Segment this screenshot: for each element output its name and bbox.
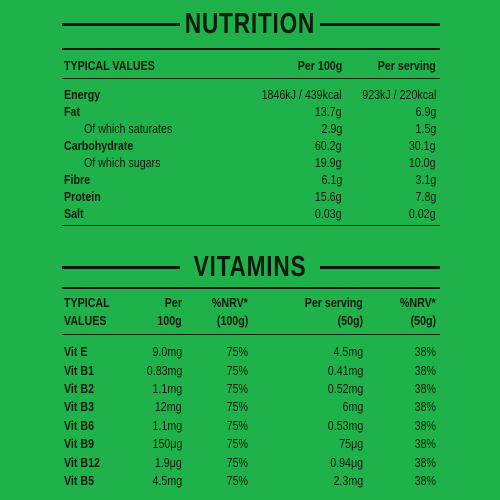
- nutrition-row-per100g: 60.2g: [315, 138, 342, 153]
- nutrition-row-per-serving: 30.1g: [409, 138, 436, 153]
- vitamin-row-label: Vit B5: [64, 473, 95, 488]
- vitamin-row-per100g: 4.5mg: [152, 473, 182, 488]
- vitamin-row-per100g: 1.9μg: [155, 455, 182, 470]
- nutrition-row-per-serving: 10.0g: [409, 155, 436, 170]
- nutrition-row-label: Protein: [64, 189, 101, 204]
- vitamin-row-per-serving: 0.41mg: [327, 363, 363, 378]
- vitamin-row-nrv-serving: 38%: [414, 436, 436, 451]
- nutrition-row-per-serving: 1.5g: [415, 121, 436, 136]
- nutrition-row-per-serving: 3.1g: [415, 172, 436, 187]
- vitamins-title-rule-left: [62, 266, 180, 269]
- nutrition-title: NUTRITION: [184, 8, 316, 40]
- vitamin-row-label: Vit B6: [64, 418, 95, 433]
- vitamin-row-nrv100g: 75%: [226, 473, 248, 488]
- vitamin-row-nrv-serving: 38%: [414, 344, 436, 359]
- nutrition-row-label: Fibre: [64, 172, 91, 187]
- nutrition-header-bottom-rule: [62, 78, 440, 79]
- vitamin-row-nrv-serving: 38%: [414, 363, 436, 378]
- nutrition-row-per-serving: 7.8g: [415, 189, 436, 204]
- nutrition-row-per-serving: 923kJ / 220kcal: [361, 87, 436, 102]
- nutrition-row-per-serving: 6.9g: [415, 104, 436, 119]
- vitamin-row-nrv100g: 75%: [226, 363, 248, 378]
- vitamin-row-per-serving: 0.53mg: [327, 418, 363, 433]
- vitamin-row-per100g: 1.1mg: [152, 418, 182, 433]
- vitamins-header-bottom-rule: [62, 334, 440, 335]
- vitamin-row-nrv-serving: 38%: [414, 418, 436, 433]
- vitamin-row-label: Vit E: [64, 344, 88, 359]
- vitamins-header-top-rule: [62, 287, 440, 289]
- vitamins-title: VITAMINS: [193, 251, 307, 283]
- vitamins-header-typical-1: TYPICAL: [64, 295, 110, 310]
- nutrition-title-rule-right: [320, 23, 440, 26]
- nutrition-row-label: Fat: [64, 104, 80, 119]
- nutrition-title-rule-left: [62, 23, 180, 26]
- vitamin-row-nrv100g: 75%: [226, 436, 248, 451]
- vitamins-header-typical-2: VALUES: [64, 313, 107, 328]
- vitamins-header-nrv50-2: (50g): [410, 313, 436, 328]
- vitamin-row-nrv-serving: 38%: [414, 473, 436, 488]
- vitamin-row-per100g: 1.1mg: [152, 381, 182, 396]
- nutrition-row-per100g: 15.6g: [315, 189, 342, 204]
- vitamin-row-per100g: 9.0mg: [152, 344, 182, 359]
- nutrition-header-top-rule: [62, 48, 440, 50]
- vitamin-row-nrv100g: 75%: [226, 381, 248, 396]
- vitamin-row-nrv100g: 75%: [226, 418, 248, 433]
- vitamin-row-nrv100g: 75%: [226, 399, 248, 414]
- vitamin-row-per-serving: 2.3mg: [333, 473, 363, 488]
- vitamins-header-nrv100-2: (100g): [216, 313, 248, 328]
- vitamin-row-nrv-serving: 38%: [414, 455, 436, 470]
- nutrition-header-typical: TYPICAL VALUES: [64, 58, 155, 73]
- nutrition-row-per100g: 1846kJ / 439kcal: [261, 87, 342, 102]
- vitamin-row-label: Vit B3: [64, 399, 95, 414]
- vitamins-title-rule-right: [320, 266, 440, 269]
- nutrition-row-label: Of which saturates: [84, 121, 173, 136]
- vitamin-row-per-serving: 0.52mg: [327, 381, 363, 396]
- nutrition-row-per-serving: 0.02g: [409, 206, 436, 221]
- nutrition-row-per100g: 0.03g: [315, 206, 342, 221]
- nutrition-header-per100g: Per 100g: [297, 58, 342, 73]
- vitamin-row-per-serving: 6mg: [342, 399, 363, 414]
- nutrition-row-label: Carbohydrate: [64, 138, 134, 153]
- vitamin-row-nrv100g: 75%: [226, 344, 248, 359]
- vitamins-header-per-2: 100g: [157, 313, 182, 328]
- vitamin-row-label: Vit B1: [64, 363, 95, 378]
- vitamin-row-label: Vit B2: [64, 381, 95, 396]
- nutrition-header-per-serving: Per serving: [377, 58, 436, 73]
- vitamin-row-per-serving: 0.94μg: [330, 455, 363, 470]
- nutrition-row-per100g: 13.7g: [315, 104, 342, 119]
- nutrition-row-per100g: 6.1g: [321, 172, 342, 187]
- vitamins-header-nrv100-1: %NRV*: [212, 295, 248, 310]
- vitamin-row-nrv-serving: 38%: [414, 399, 436, 414]
- vitamin-row-per100g: 150μg: [152, 436, 182, 451]
- vitamin-row-per-serving: 75μg: [339, 436, 363, 451]
- vitamin-row-nrv-serving: 38%: [414, 381, 436, 396]
- vitamin-row-per100g: 12mg: [155, 399, 182, 414]
- vitamins-header-nrv50-1: %NRV*: [400, 295, 436, 310]
- nutrition-row-per100g: 2.9g: [321, 121, 342, 136]
- vitamin-row-per-serving: 4.5mg: [333, 344, 363, 359]
- vitamins-header-serving-1: Per serving: [304, 295, 363, 310]
- vitamin-row-per100g: 0.83mg: [146, 363, 182, 378]
- nutrition-bottom-rule: [62, 225, 440, 226]
- nutrition-row-label: Energy: [64, 87, 101, 102]
- nutrition-row-per100g: 19.9g: [315, 155, 342, 170]
- vitamin-row-label: Vit B12: [64, 455, 100, 470]
- vitamins-header-per-1: Per: [164, 295, 182, 310]
- vitamin-row-label: Vit B9: [64, 436, 95, 451]
- vitamin-row-nrv100g: 75%: [226, 455, 248, 470]
- vitamins-header-serving-2: (50g): [337, 313, 363, 328]
- nutrition-row-label: Salt: [64, 206, 84, 221]
- nutrition-row-label: Of which sugars: [84, 155, 161, 170]
